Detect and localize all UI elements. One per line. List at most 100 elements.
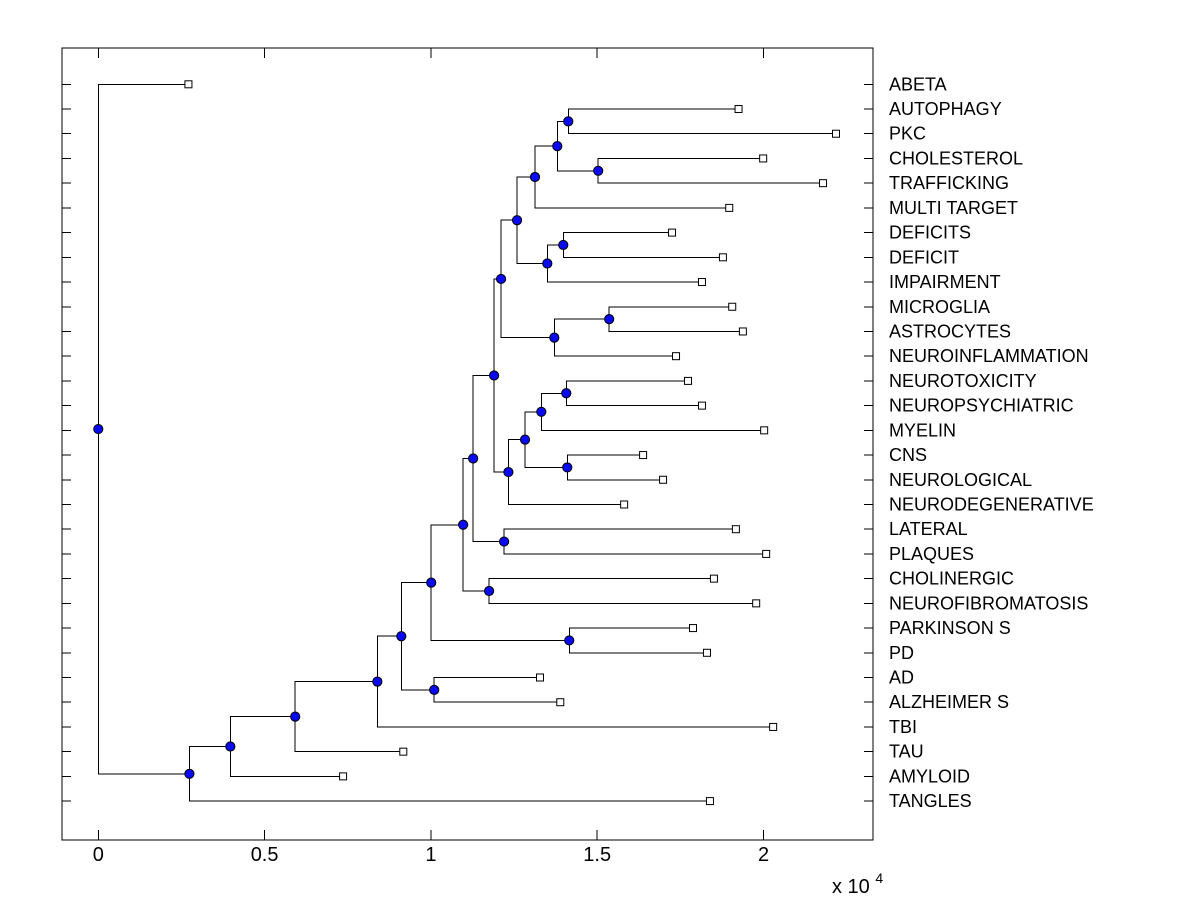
leaf-label: CHOLINERGIC	[889, 569, 1014, 589]
tree-edge	[294, 681, 404, 753]
leaf-label: AD	[889, 668, 914, 688]
tree-edge	[97, 83, 190, 775]
leaf-node-marker[interactable]	[339, 772, 348, 781]
branch-node-marker[interactable]	[519, 434, 531, 445]
branch-node-marker[interactable]	[536, 406, 547, 417]
branch-node-marker[interactable]	[458, 519, 469, 530]
x-tick-label: 1	[425, 844, 436, 866]
branch-node-marker[interactable]	[429, 684, 440, 695]
leaf-label: TAU	[889, 742, 924, 762]
leaf-node-marker[interactable]	[688, 624, 697, 633]
branch-node-marker[interactable]	[552, 140, 563, 152]
leaf-node-marker[interactable]	[705, 797, 714, 806]
leaf-node-marker[interactable]	[556, 698, 565, 707]
branch-node-marker[interactable]	[563, 116, 574, 127]
tree-edge	[188, 746, 710, 802]
branch-node-marker[interactable]	[562, 462, 573, 473]
x-tick-label: 0	[93, 844, 104, 866]
tree-edge	[567, 108, 837, 135]
leaf-label: LATERAL	[889, 519, 968, 539]
leaf-node-marker[interactable]	[759, 154, 768, 163]
leaf-node-marker[interactable]	[819, 179, 828, 188]
leaf-node-marker[interactable]	[725, 203, 734, 212]
leaf-node-marker[interactable]	[734, 105, 743, 114]
leaf-node-marker[interactable]	[683, 376, 692, 385]
leaf-node-marker[interactable]	[697, 401, 706, 410]
leaf-node-marker[interactable]	[760, 426, 769, 435]
leaf-node-marker[interactable]	[639, 451, 648, 460]
branch-node-marker[interactable]	[511, 215, 523, 226]
tree-edge	[556, 120, 599, 172]
leaf-node-marker[interactable]	[535, 673, 544, 682]
leaf-node-marker[interactable]	[702, 648, 711, 657]
tree-edge	[562, 232, 723, 258]
branch-node-marker[interactable]	[604, 314, 615, 325]
x-tick-label: 2	[758, 844, 769, 866]
tree-edge	[608, 306, 743, 332]
leaf-label: IMPAIRMENT	[889, 272, 1001, 292]
axis-exponent-label: x 10 4	[832, 870, 883, 898]
leaf-label: PARKINSON S	[889, 618, 1011, 638]
leaf-node-marker[interactable]	[399, 747, 408, 756]
tree-edge	[376, 635, 774, 728]
leaf-label: NEUROTOXICITY	[889, 371, 1037, 391]
leaf-node-marker[interactable]	[184, 80, 193, 89]
branch-node-marker[interactable]	[396, 631, 407, 642]
leaf-node-marker[interactable]	[718, 253, 727, 262]
branch-node-marker[interactable]	[542, 258, 553, 269]
branch-node-marker[interactable]	[184, 768, 195, 779]
tree-edge	[546, 244, 702, 283]
branch-node-marker[interactable]	[503, 466, 514, 478]
leaf-label: ASTROCYTES	[889, 321, 1011, 341]
branch-node-marker[interactable]	[549, 332, 560, 343]
leaf-node-marker[interactable]	[672, 352, 681, 361]
branch-node-marker[interactable]	[529, 171, 541, 183]
leaf-label: TRAFFICKING	[889, 173, 1009, 193]
branch-node-marker[interactable]	[561, 388, 572, 399]
leaf-label: ABETA	[889, 74, 947, 94]
x-tick-label: 1.5	[583, 844, 611, 866]
leaf-label: NEUROPSYCHIATRIC	[889, 396, 1074, 416]
leaf-node-marker[interactable]	[668, 228, 677, 237]
leaf-label: DEFICITS	[889, 223, 971, 243]
branch-node-marker[interactable]	[468, 453, 479, 464]
leaf-label: CNS	[889, 445, 927, 465]
leaf-node-marker[interactable]	[769, 722, 778, 731]
leaf-node-marker[interactable]	[731, 525, 740, 534]
leaf-label: PLAQUES	[889, 544, 974, 564]
leaf-node-marker[interactable]	[752, 599, 761, 608]
x-tick-label: 0.5	[251, 844, 279, 866]
branch-node-marker[interactable]	[593, 165, 604, 176]
leaf-label: NEUROINFLAMMATION	[889, 346, 1089, 366]
leaf-node-marker[interactable]	[762, 549, 771, 558]
leaf-label: MULTI TARGET	[889, 198, 1018, 218]
branch-node-marker[interactable]	[564, 635, 575, 646]
leaf-label: NEUROLOGICAL	[889, 470, 1032, 490]
branch-node-marker[interactable]	[290, 711, 301, 722]
leaf-node-marker[interactable]	[832, 129, 841, 138]
tree-edge	[540, 392, 765, 431]
leaf-label: AMYLOID	[889, 766, 970, 786]
branch-node-marker[interactable]	[498, 536, 510, 547]
leaf-node-marker[interactable]	[728, 302, 737, 311]
tree-edge	[524, 411, 568, 468]
branch-node-marker[interactable]	[93, 423, 104, 435]
tree-edge	[597, 157, 824, 184]
leaf-label: TBI	[889, 717, 917, 737]
leaf-node-marker[interactable]	[709, 574, 718, 583]
branch-node-marker[interactable]	[372, 676, 383, 687]
tree-edge	[534, 145, 730, 209]
branch-node-marker[interactable]	[484, 585, 495, 597]
branch-node-marker[interactable]	[225, 741, 236, 752]
leaf-label: DEFICIT	[889, 247, 959, 267]
leaf-node-marker[interactable]	[620, 500, 629, 509]
branch-node-marker[interactable]	[488, 370, 500, 381]
leaf-label: MYELIN	[889, 420, 956, 440]
branch-node-marker[interactable]	[495, 273, 507, 285]
branch-node-marker[interactable]	[426, 577, 437, 588]
branch-node-marker[interactable]	[558, 239, 569, 251]
leaf-node-marker[interactable]	[738, 327, 747, 336]
leaf-node-marker[interactable]	[659, 475, 668, 484]
leaf-node-marker[interactable]	[697, 278, 706, 287]
